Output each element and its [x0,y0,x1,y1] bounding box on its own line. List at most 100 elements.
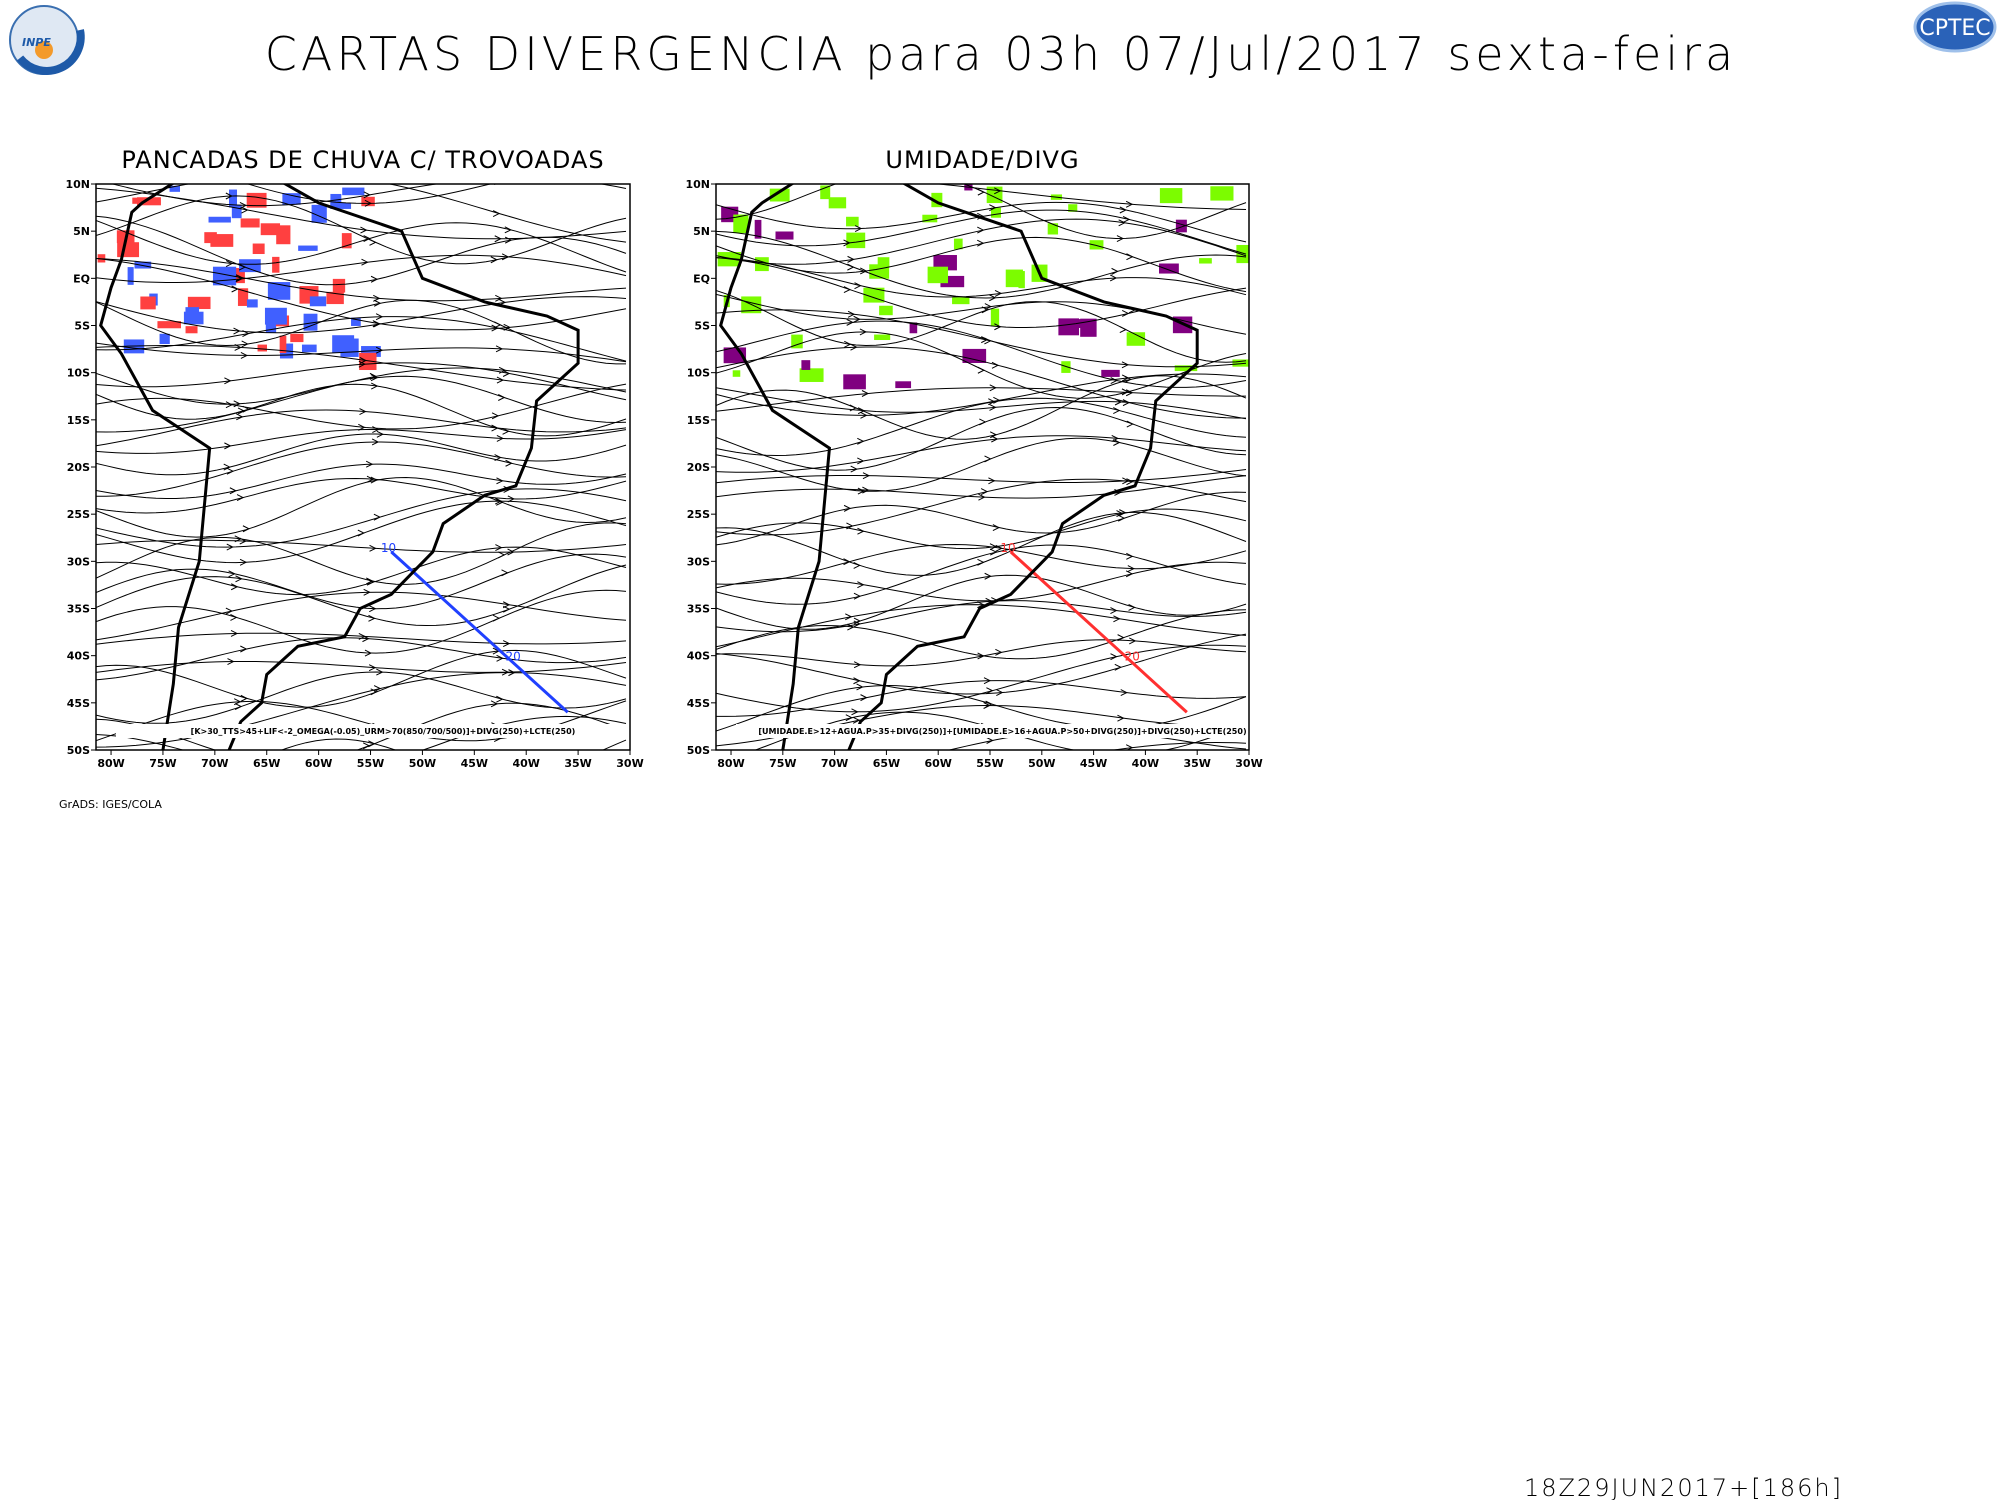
streamline [716,609,1247,660]
stream-arrow [233,327,241,335]
stream-arrow [862,486,870,494]
stream-arrow [1129,637,1137,645]
stream-arrow [376,668,384,676]
stream-arrow [371,438,380,446]
streamline [96,463,627,499]
stream-arrow [240,694,248,702]
panel-title: UMIDADE/DIVG [885,146,1079,174]
stream-arrow [1113,407,1121,415]
shaded-area [820,185,831,200]
stream-arrow [1127,565,1135,573]
shaded-area [301,344,317,353]
lat-label: 10N [65,178,90,191]
stream-arrow [1119,509,1127,517]
shaded-area [303,313,318,331]
shaded-area [1089,240,1104,250]
stream-arrow [373,513,382,521]
stream-arrow [376,430,384,438]
stream-arrow [502,640,511,648]
stream-arrow [504,236,513,244]
shaded-area [169,185,181,192]
shaded-area [962,348,987,363]
streamline [716,561,1247,602]
stream-arrow [237,407,246,415]
inpe-logo: INPE [9,5,85,75]
stream-arrow [861,390,870,397]
shaded-area [340,338,359,357]
streamline [246,184,493,204]
streamline [716,236,1247,293]
lat-label: 15S [67,414,90,427]
streamline [934,184,1247,210]
contour [1009,550,1188,714]
stream-arrow [363,588,371,596]
shaded-area [252,243,265,255]
stream-arrow [845,613,853,621]
stream-arrow [496,376,505,384]
cptec-logo: CPTEC [1913,1,1997,53]
stream-arrow [230,630,239,637]
stream-arrow [360,226,368,234]
stream-arrow [363,235,371,242]
stream-arrow [496,654,504,662]
stream-arrow [984,572,992,580]
stream-arrow [858,771,864,777]
shaded-area [1061,361,1071,373]
stream-arrow [491,424,499,432]
shaded-area [1005,269,1023,288]
stream-arrow [234,344,242,351]
shaded-area [298,245,318,251]
stream-arrow [369,238,377,246]
stream-arrow [225,260,234,267]
streamline [716,397,1247,457]
lon-label: 35W [1183,757,1210,770]
stream-arrow [847,623,855,631]
stream-arrow [370,688,378,696]
shaded-area [279,335,287,353]
stream-arrow [977,226,985,234]
lat-label: 35S [687,603,710,616]
shaded-area [927,266,949,284]
stream-arrow [373,685,382,692]
stream-arrow [234,703,243,710]
streamline [716,373,1247,416]
map: 10 20 [716,184,1249,777]
stream-arrow [853,592,862,600]
stream-arrow [241,206,249,214]
stream-arrow [857,581,865,589]
shaded-area [361,346,381,357]
streamline [96,409,627,447]
stream-arrow [843,239,851,247]
stream-arrow [854,225,863,232]
shaded-area [931,192,943,208]
stream-arrow [1111,267,1119,275]
stream-arrow [240,645,248,653]
streamline [96,257,627,331]
stream-arrow [236,494,245,502]
stream-arrow [1126,253,1134,261]
stream-arrow [857,487,866,495]
shaded-area [1174,365,1198,372]
stream-arrow [977,239,985,247]
stream-arrow [853,561,861,569]
streamline [716,680,1247,717]
shaded-area [246,299,258,308]
stream-arrow [988,477,996,485]
shaded-area [185,307,200,315]
lat-label: 40S [687,650,710,663]
streamline [96,258,627,302]
lat-label: 5S [694,320,710,333]
shaded-area [733,214,749,234]
streamline [96,220,627,273]
shaded-area [895,381,912,389]
stream-arrow [243,756,249,762]
lat-label: 40S [67,650,90,663]
streamline [716,387,1246,412]
stream-arrow [1110,653,1118,661]
streamline [716,437,1247,492]
stream-arrow [983,702,991,709]
lat-label: 5N [73,225,90,238]
stream-arrow [989,384,997,392]
map: 10 20 [96,184,630,762]
streamline [96,546,627,596]
